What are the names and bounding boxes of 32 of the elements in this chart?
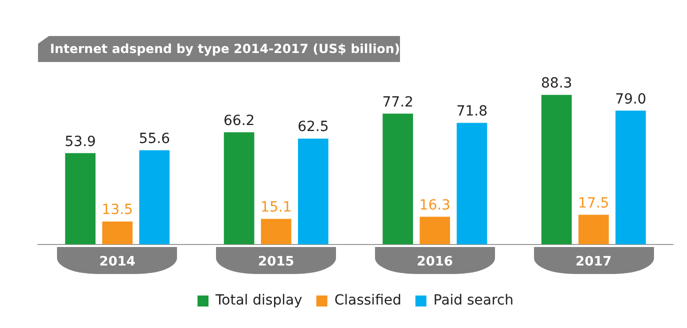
- legend-label: Total display: [214, 292, 302, 309]
- bar: [298, 138, 328, 244]
- data-label: 16.3: [419, 197, 450, 214]
- bar: [139, 150, 170, 244]
- data-label: 55.6: [138, 130, 170, 147]
- bar: [578, 214, 609, 244]
- bar: [260, 218, 292, 244]
- x-tick-label: 2017: [576, 254, 612, 270]
- data-label: 77.2: [382, 94, 414, 110]
- data-label: 79.0: [615, 91, 646, 108]
- bar: [382, 114, 414, 244]
- chart-title: Internet adspend by type 2014-2017 (US$ billion): [50, 41, 400, 56]
- bar: [224, 132, 254, 244]
- x-tick-label: 2014: [99, 254, 136, 270]
- data-label: 53.9: [64, 134, 96, 150]
- x-tick-label: 2016: [416, 254, 453, 270]
- bar: [456, 122, 488, 244]
- bar: [420, 216, 450, 244]
- x-tick-label: 2015: [258, 254, 294, 270]
- data-label: 66.2: [223, 112, 255, 129]
- bar: [541, 94, 572, 244]
- bar: [615, 110, 646, 244]
- data-label: 71.8: [456, 103, 488, 120]
- data-label: 17.5: [578, 195, 610, 212]
- data-label: 88.3: [540, 76, 572, 92]
- data-label: 13.5: [102, 202, 133, 218]
- bar: [102, 222, 133, 244]
- legend-label: Classified: [334, 292, 402, 309]
- legend-label: Paid search: [433, 292, 514, 309]
- bar: [65, 153, 96, 244]
- data-label: 62.5: [298, 119, 329, 136]
- data-label: 15.1: [260, 199, 292, 216]
